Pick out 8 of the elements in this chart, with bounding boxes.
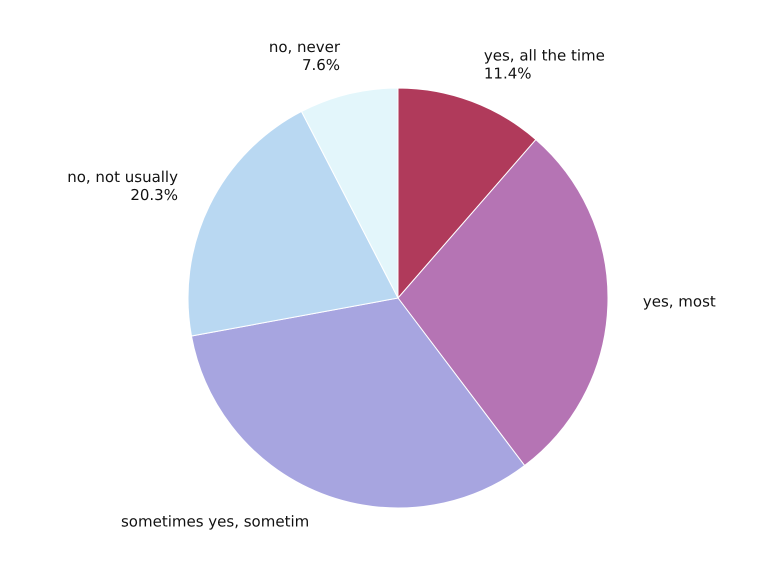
slice-label: yes, all the time bbox=[484, 46, 605, 65]
slice-label: sometimes yes, sometim bbox=[120, 512, 310, 530]
slice-label: no, never bbox=[268, 38, 341, 56]
data-label: 20.3% bbox=[130, 186, 178, 204]
slice-label: yes, most bbox=[642, 292, 716, 310]
data-label: 7.6% bbox=[302, 56, 340, 74]
data-label: 11.4% bbox=[484, 64, 532, 83]
slice-label: no, not usually bbox=[67, 168, 178, 186]
